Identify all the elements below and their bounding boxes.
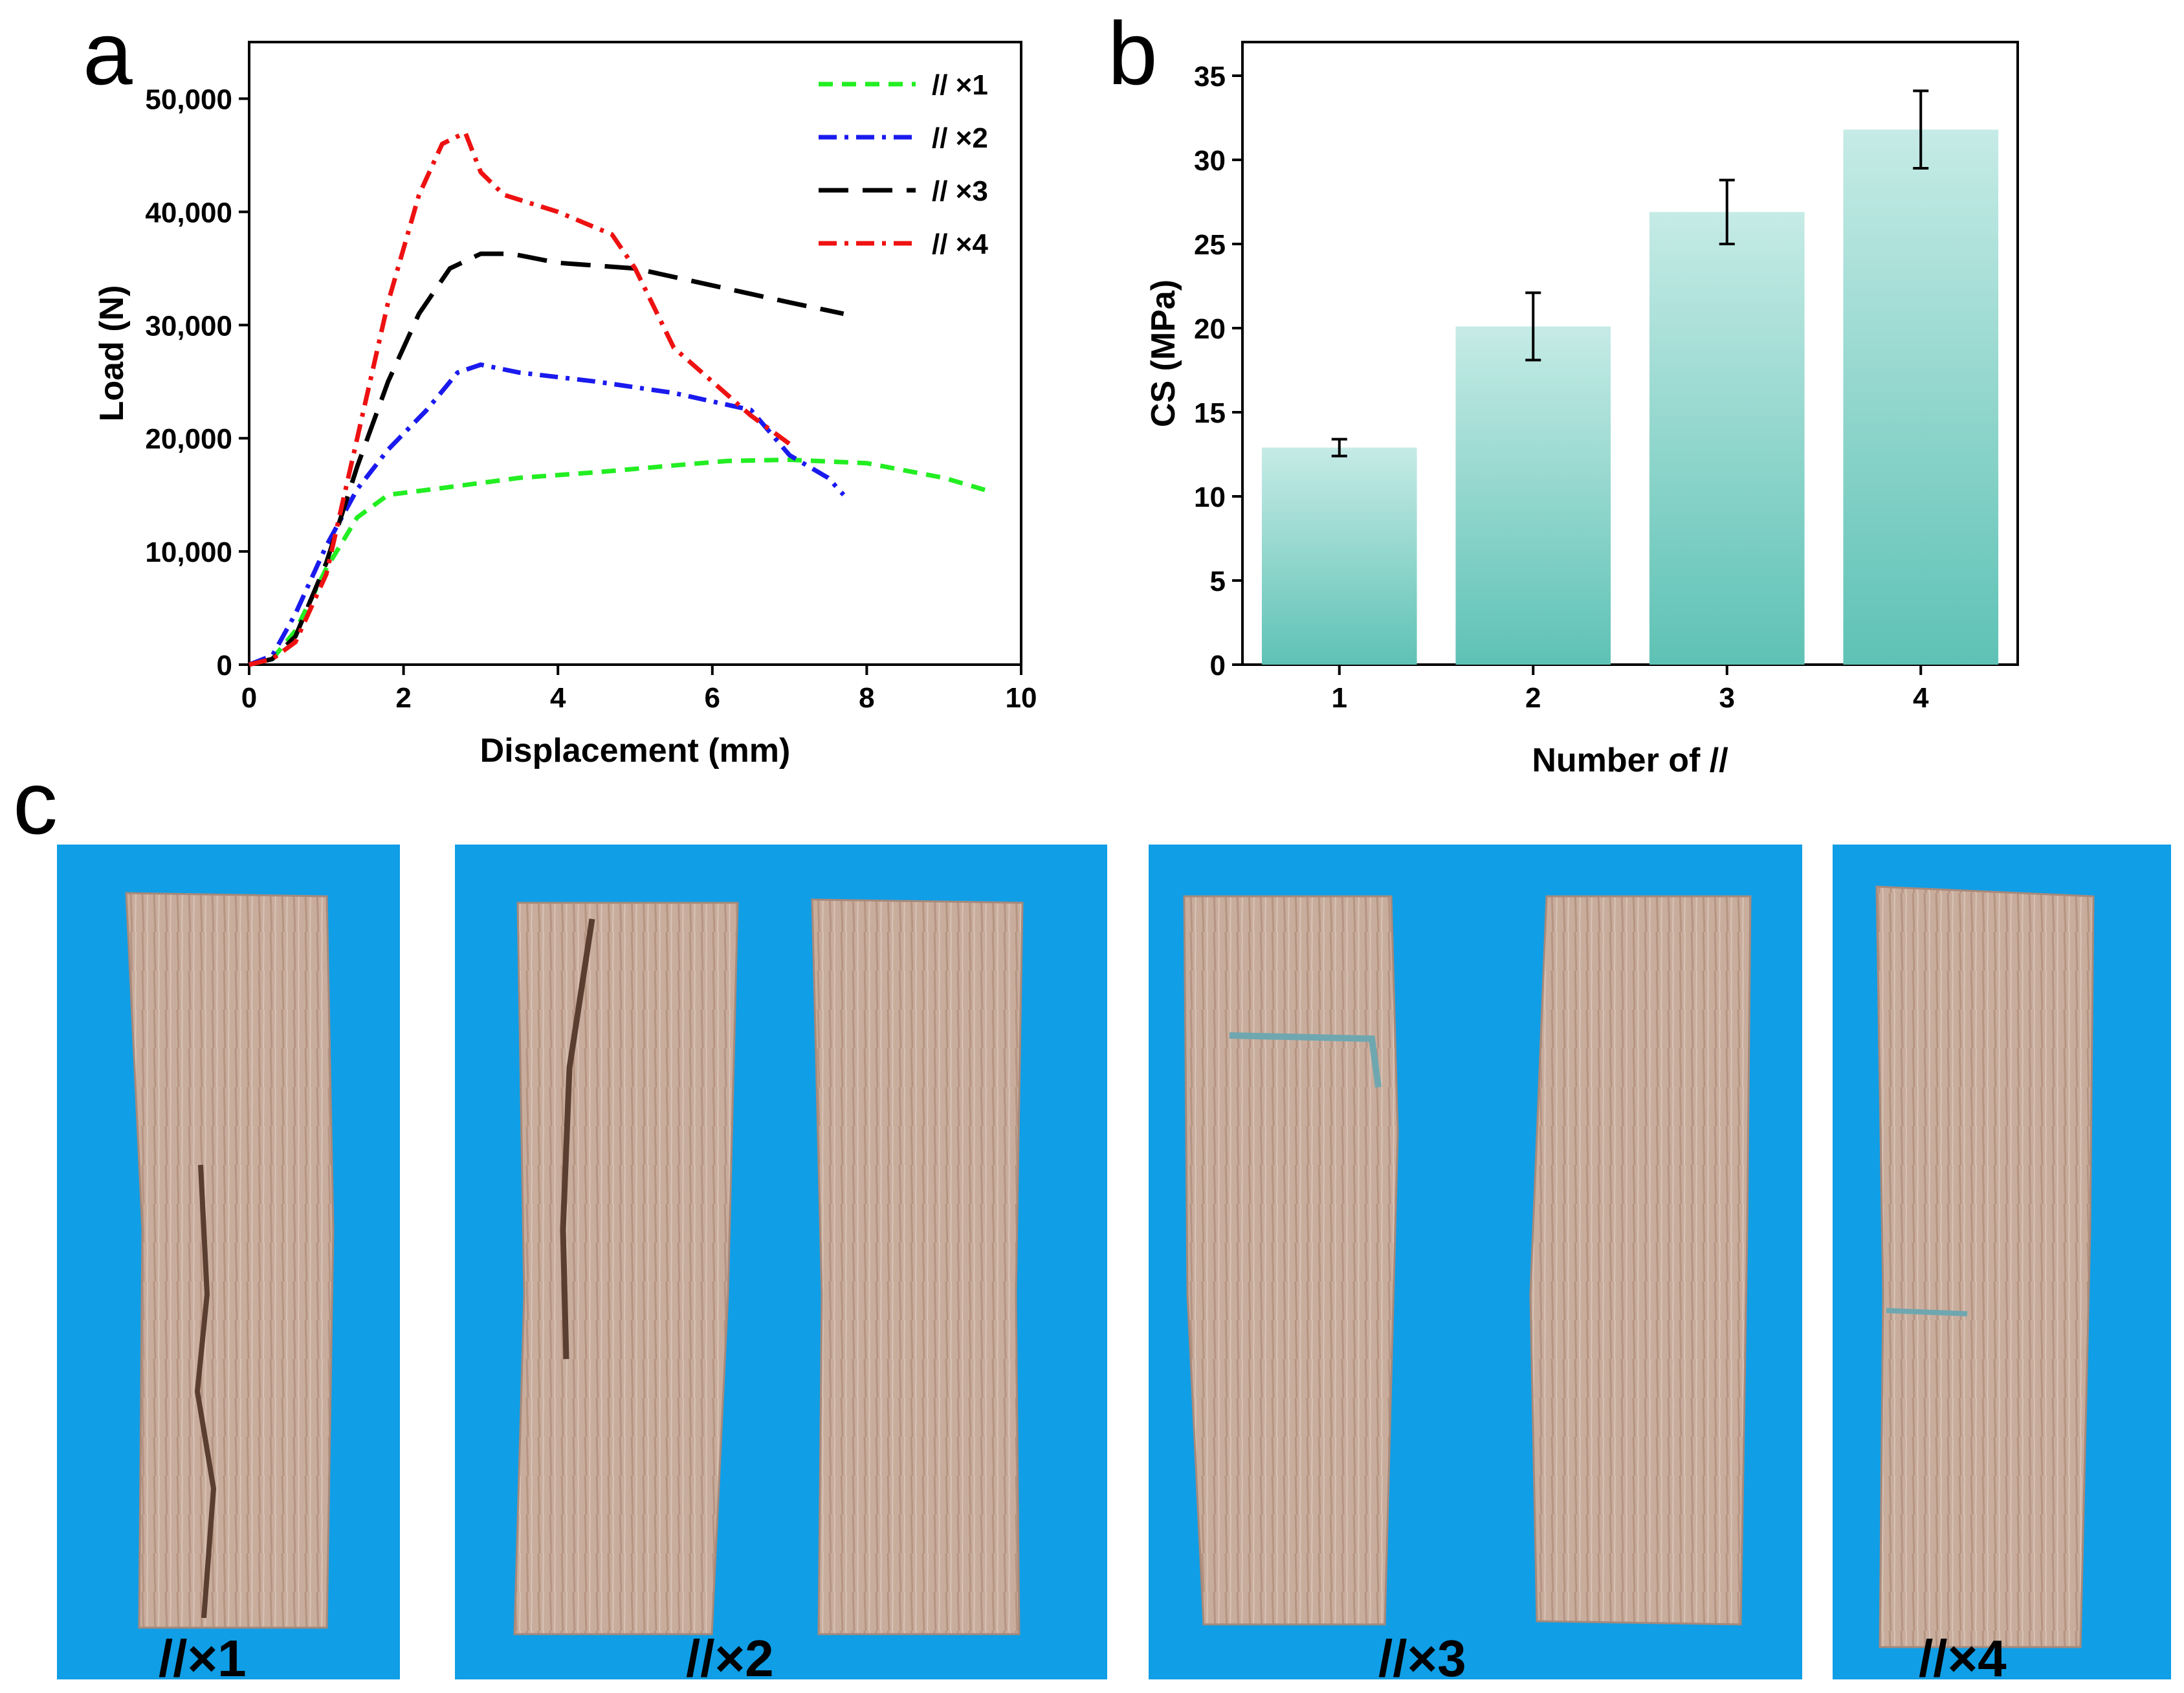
- bar-3: [1649, 212, 1805, 665]
- crack-line: [560, 918, 595, 1360]
- x-axis-title: Displacement (mm): [480, 732, 791, 769]
- series-line-4: [248, 130, 791, 667]
- photo-label-4: //×4: [1919, 1630, 2007, 1687]
- series-line-2: [248, 362, 846, 667]
- legend-label-2: // ×2: [932, 122, 988, 154]
- y-tick-label: 20: [1194, 313, 1226, 345]
- photo-label-2: //×2: [686, 1630, 774, 1687]
- y-tick-label: 20,000: [145, 423, 232, 455]
- y-tick-label: 35: [1194, 61, 1226, 93]
- chart-a: 0 2 4 6 8 10 0 10,000 20,000 30,000 40,000 50,000 Di…: [93, 41, 1037, 769]
- x-tick-label: 6: [705, 682, 720, 714]
- y-tick-label: 30,000: [145, 310, 232, 342]
- photo-label-3: //×3: [1378, 1630, 1466, 1687]
- legend-label-4: // ×4: [932, 228, 988, 260]
- chart-b: 1 2 3 4 0 5 10 15 20 25 30 35 Number of // CS (MPa): [1145, 41, 2019, 779]
- y-tick-label: 5: [1210, 566, 1226, 597]
- y-axis-title: CS (MPa): [1145, 280, 1182, 427]
- legend-label-1: // ×1: [932, 69, 988, 101]
- panel-letter-b: b: [1108, 4, 1158, 104]
- y-tick-label: 10: [1194, 481, 1226, 513]
- x-tick-label: 2: [1525, 682, 1541, 714]
- y-tick-label: 30: [1194, 145, 1226, 177]
- x-tick-label: 2: [395, 682, 411, 714]
- photo-strip: //×1 //×2 //×3 //×4: [57, 845, 2171, 1687]
- x-tick-label: 3: [1719, 682, 1735, 714]
- x-tick-label: 1: [1332, 682, 1347, 714]
- x-tick-label: 4: [550, 682, 566, 714]
- wood-specimen: [125, 892, 335, 1629]
- crack-line: [194, 1164, 217, 1619]
- series-line-1: [248, 457, 991, 667]
- y-tick-label: 0: [217, 650, 232, 681]
- x-tick-label: 8: [859, 682, 874, 714]
- y-tick-label: 40,000: [145, 197, 232, 228]
- bar-2: [1455, 326, 1611, 665]
- y-tick-label: 0: [1210, 650, 1226, 681]
- bar-1: [1261, 447, 1417, 665]
- series-line-3: [248, 251, 844, 667]
- plot-frame: [1241, 41, 2019, 666]
- y-tick-label: 25: [1194, 229, 1226, 261]
- wood-specimen: [811, 898, 1024, 1635]
- panel-letter-c: c: [13, 753, 58, 853]
- y-tick-label: 15: [1194, 397, 1226, 429]
- crack-line: [1229, 1032, 1382, 1088]
- y-axis-title: Load (N): [93, 285, 131, 422]
- x-tick-label: 0: [241, 682, 257, 714]
- x-tick-label: 10: [1006, 682, 1037, 714]
- x-tick-label: 4: [1913, 682, 1929, 714]
- wood-specimen: [513, 902, 739, 1635]
- crack-line: [1886, 1308, 1968, 1316]
- wood-specimen: [1529, 895, 1752, 1626]
- bar-4: [1843, 129, 1999, 665]
- y-tick-label: 50,000: [145, 83, 232, 115]
- wood-specimen: [1183, 895, 1399, 1626]
- x-axis-title: Number of //: [1532, 742, 1728, 779]
- plot-frame: [248, 41, 1022, 666]
- legend-label-3: // ×3: [932, 175, 988, 207]
- panel-letter-a: a: [83, 4, 133, 104]
- photo-label-1: //×1: [159, 1630, 247, 1687]
- y-tick-label: 10,000: [145, 537, 232, 568]
- wood-specimen: [1875, 885, 2095, 1648]
